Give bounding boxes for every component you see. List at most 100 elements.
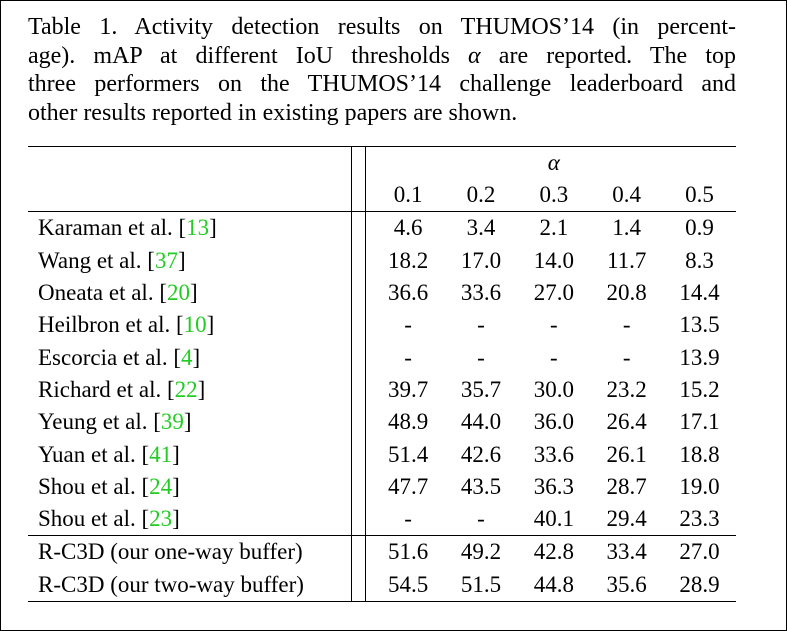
map-value: 15.2	[679, 376, 720, 402]
map-value: 14.4	[679, 280, 720, 306]
method-label: Heilbron et al. [	[38, 312, 184, 338]
caption-line-2-start: age). mAP at different IoU thresholds	[28, 42, 450, 69]
method-label: Shou et al. [	[38, 473, 150, 499]
method-name: Wang et al. [37]	[28, 245, 352, 277]
map-value: 28.9	[663, 568, 736, 602]
map-value: -	[477, 312, 485, 338]
map-value: 33.6	[533, 441, 574, 467]
threshold-header: 0.3	[517, 179, 591, 213]
table-row: Yeung et al. [39] 48.9 44.0 36.0 26.4 17.1	[28, 406, 736, 439]
map-value: 43.5	[460, 473, 502, 499]
caption-line-3: three performers on the THUMOS’14 challe…	[28, 71, 736, 97]
map-value: 13.9	[679, 344, 720, 370]
map-value: 36.0	[533, 409, 574, 435]
map-value: 51.4	[387, 441, 429, 467]
method-name: Karaman et al. [13]	[28, 212, 352, 245]
caption-line-4: other results reported in existing paper…	[28, 99, 518, 126]
map-value: 0.9	[685, 215, 714, 241]
results-body: Karaman et al. [13] 4.6 3.4 2.1 1.4 0.9 Wang e…	[28, 211, 736, 602]
map-value: 42.8	[517, 535, 591, 569]
threshold-header: 0.2	[444, 179, 518, 213]
header-alpha-row: α	[28, 146, 736, 179]
map-value: 42.6	[460, 441, 502, 467]
alpha-header: α	[517, 146, 591, 179]
caption-line-1: Table 1. Activity detection results on T…	[28, 14, 736, 40]
citation-close: ]	[172, 473, 180, 499]
method-label: Yeung et al. [	[38, 409, 161, 435]
citation-close: ]	[189, 280, 198, 306]
map-value: 23.2	[606, 376, 647, 402]
citation-link[interactable]: 4	[181, 344, 193, 370]
citation-link[interactable]: 39	[160, 409, 184, 435]
map-value: 30.0	[533, 376, 574, 402]
map-value: 40.1	[533, 506, 574, 532]
map-value: 2.1	[539, 215, 569, 241]
map-value: 35.6	[590, 568, 664, 602]
citation-close: ]	[183, 409, 192, 435]
method-name: Yuan et al. [41]	[28, 438, 352, 470]
citation-link[interactable]: 13	[186, 215, 210, 241]
map-value: 39.7	[387, 376, 429, 402]
table-row: R-C3D (our two-way buffer) 54.5 51.5 44.8 35…	[28, 568, 736, 602]
map-value: 44.0	[460, 409, 502, 435]
method-name: Shou et al. [24]	[28, 471, 352, 503]
map-value: 18.8	[679, 441, 720, 467]
threshold-header: 0.1	[371, 179, 445, 213]
table-row: Karaman et al. [13] 4.6 3.4 2.1 1.4 0.9	[28, 211, 736, 245]
citation-close: ]	[172, 506, 180, 532]
map-value: 26.4	[606, 409, 647, 435]
map-value: 36.3	[533, 473, 574, 499]
citation-link[interactable]: 10	[183, 312, 207, 338]
map-value: 28.7	[606, 473, 647, 499]
method-name: R-C3D (our one-way buffer)	[28, 535, 352, 569]
citation-link[interactable]: 22	[174, 376, 198, 402]
map-value: 33.4	[590, 535, 664, 569]
table-row: Yuan et al. [41] 51.4 42.6 33.6 26.1 18.8	[28, 438, 736, 471]
citation-close: ]	[209, 215, 217, 241]
method-label: Richard et al. [	[38, 376, 175, 402]
map-value: 1.4	[612, 215, 642, 241]
method-label: Karaman et al. [	[38, 215, 187, 241]
map-value: 47.7	[387, 473, 429, 499]
method-name: Oneata et al. [20]	[28, 277, 352, 309]
map-value: 11.7	[606, 247, 647, 273]
map-value: 51.6	[371, 535, 445, 569]
citation-link[interactable]: 41	[149, 441, 173, 467]
citation-close: ]	[197, 376, 206, 402]
citation-link[interactable]: 24	[149, 473, 173, 499]
map-value: 8.3	[685, 247, 714, 273]
citation-close: ]	[172, 441, 180, 467]
header-threshold-row: 0.1 0.2 0.3 0.4 0.5	[28, 179, 736, 213]
alpha-symbol: α	[468, 42, 481, 69]
map-value: 33.6	[460, 280, 502, 306]
map-value: 4.6	[393, 215, 423, 241]
method-name: Richard et al. [22]	[28, 374, 352, 406]
map-value: 44.8	[517, 568, 591, 602]
table-row: Wang et al. [37] 18.2 17.0 14.0 11.7 8.3	[28, 244, 736, 277]
table-row: R-C3D (our one-way buffer) 51.6 49.2 42.8 33…	[28, 535, 736, 569]
method-name: Heilbron et al. [10]	[28, 309, 352, 341]
citation-link[interactable]: 23	[149, 506, 173, 532]
map-value: 29.4	[606, 506, 647, 532]
method-label: Oneata et al. [	[38, 280, 167, 306]
map-value: -	[404, 344, 412, 370]
citation-link[interactable]: 37	[154, 247, 178, 273]
table-row: Oneata et al. [20] 36.6 33.6 27.0 20.8 14.4	[28, 276, 736, 310]
map-value: 35.7	[460, 376, 502, 402]
map-value: 17.1	[679, 409, 720, 435]
table-row: Shou et al. [23] - - 40.1 29.4 23.3	[28, 502, 736, 536]
citation-close: ]	[206, 312, 215, 338]
map-value: 23.3	[679, 506, 720, 532]
map-value: 18.2	[387, 247, 429, 273]
map-value: -	[404, 312, 412, 338]
map-value: 51.5	[444, 568, 518, 602]
threshold-header: 0.4	[590, 179, 664, 213]
map-value: -	[404, 506, 412, 532]
citation-link[interactable]: 20	[166, 280, 190, 306]
citation-close: ]	[192, 344, 201, 370]
table-row: Escorcia et al. [4] - - - - 13.9	[28, 341, 736, 374]
map-value: 36.6	[387, 280, 429, 306]
method-name: R-C3D (our two-way buffer)	[28, 568, 352, 602]
method-name: Escorcia et al. [4]	[28, 341, 352, 373]
